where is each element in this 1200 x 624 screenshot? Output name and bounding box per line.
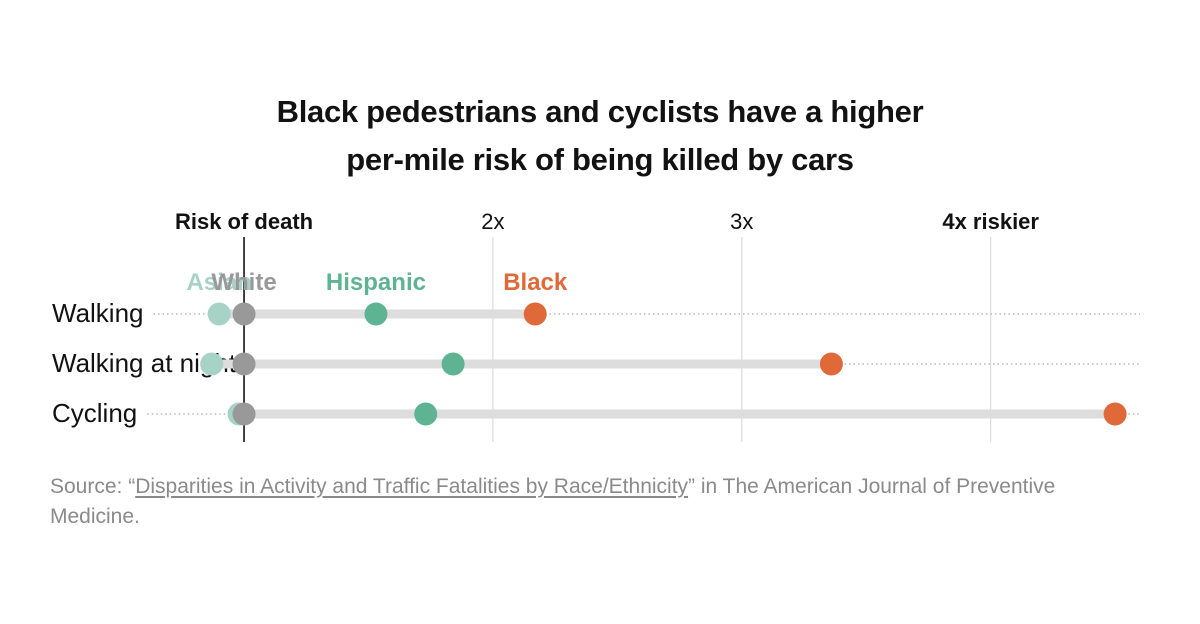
series-label-hispanic: Hispanic: [326, 269, 426, 296]
source-link[interactable]: Disparities in Activity and Traffic Fata…: [135, 475, 689, 498]
series-label-black: Black: [503, 269, 568, 296]
baseline-label: Risk of death: [175, 209, 313, 234]
row-label: Cycling: [52, 398, 137, 428]
tick-label: 2x: [481, 209, 504, 234]
dot-white: [232, 302, 256, 326]
source-suffix: ” in The American Journal of Preventive …: [50, 475, 1056, 528]
tick-label: 3x: [730, 209, 753, 234]
dot-white: [232, 352, 256, 376]
chart-title: Black pedestrians and cyclists have a hi…: [0, 88, 1200, 184]
dot-hispanic: [441, 352, 465, 376]
dot-asian: [200, 352, 224, 376]
dot-asian: [207, 302, 231, 326]
series-label-asian: Asian: [186, 269, 251, 296]
dot-white: [232, 402, 256, 426]
source-prefix: Source: “: [50, 475, 136, 498]
tick-label: 4x riskier: [942, 209, 1039, 234]
dot-black: [523, 302, 547, 326]
chart-title-line-1: Black pedestrians and cyclists have a hi…: [276, 94, 924, 129]
source-note: Source: “Disparities in Activity and Tra…: [50, 472, 1150, 532]
dot-black: [819, 352, 843, 376]
series-label-white: White: [211, 269, 276, 296]
row-label: Walking: [52, 298, 144, 328]
dot-hispanic: [364, 302, 388, 326]
dot-black: [1103, 402, 1127, 426]
dot-hispanic: [414, 402, 438, 426]
chart-title-line-2: per-mile risk of being killed by cars: [346, 142, 854, 177]
